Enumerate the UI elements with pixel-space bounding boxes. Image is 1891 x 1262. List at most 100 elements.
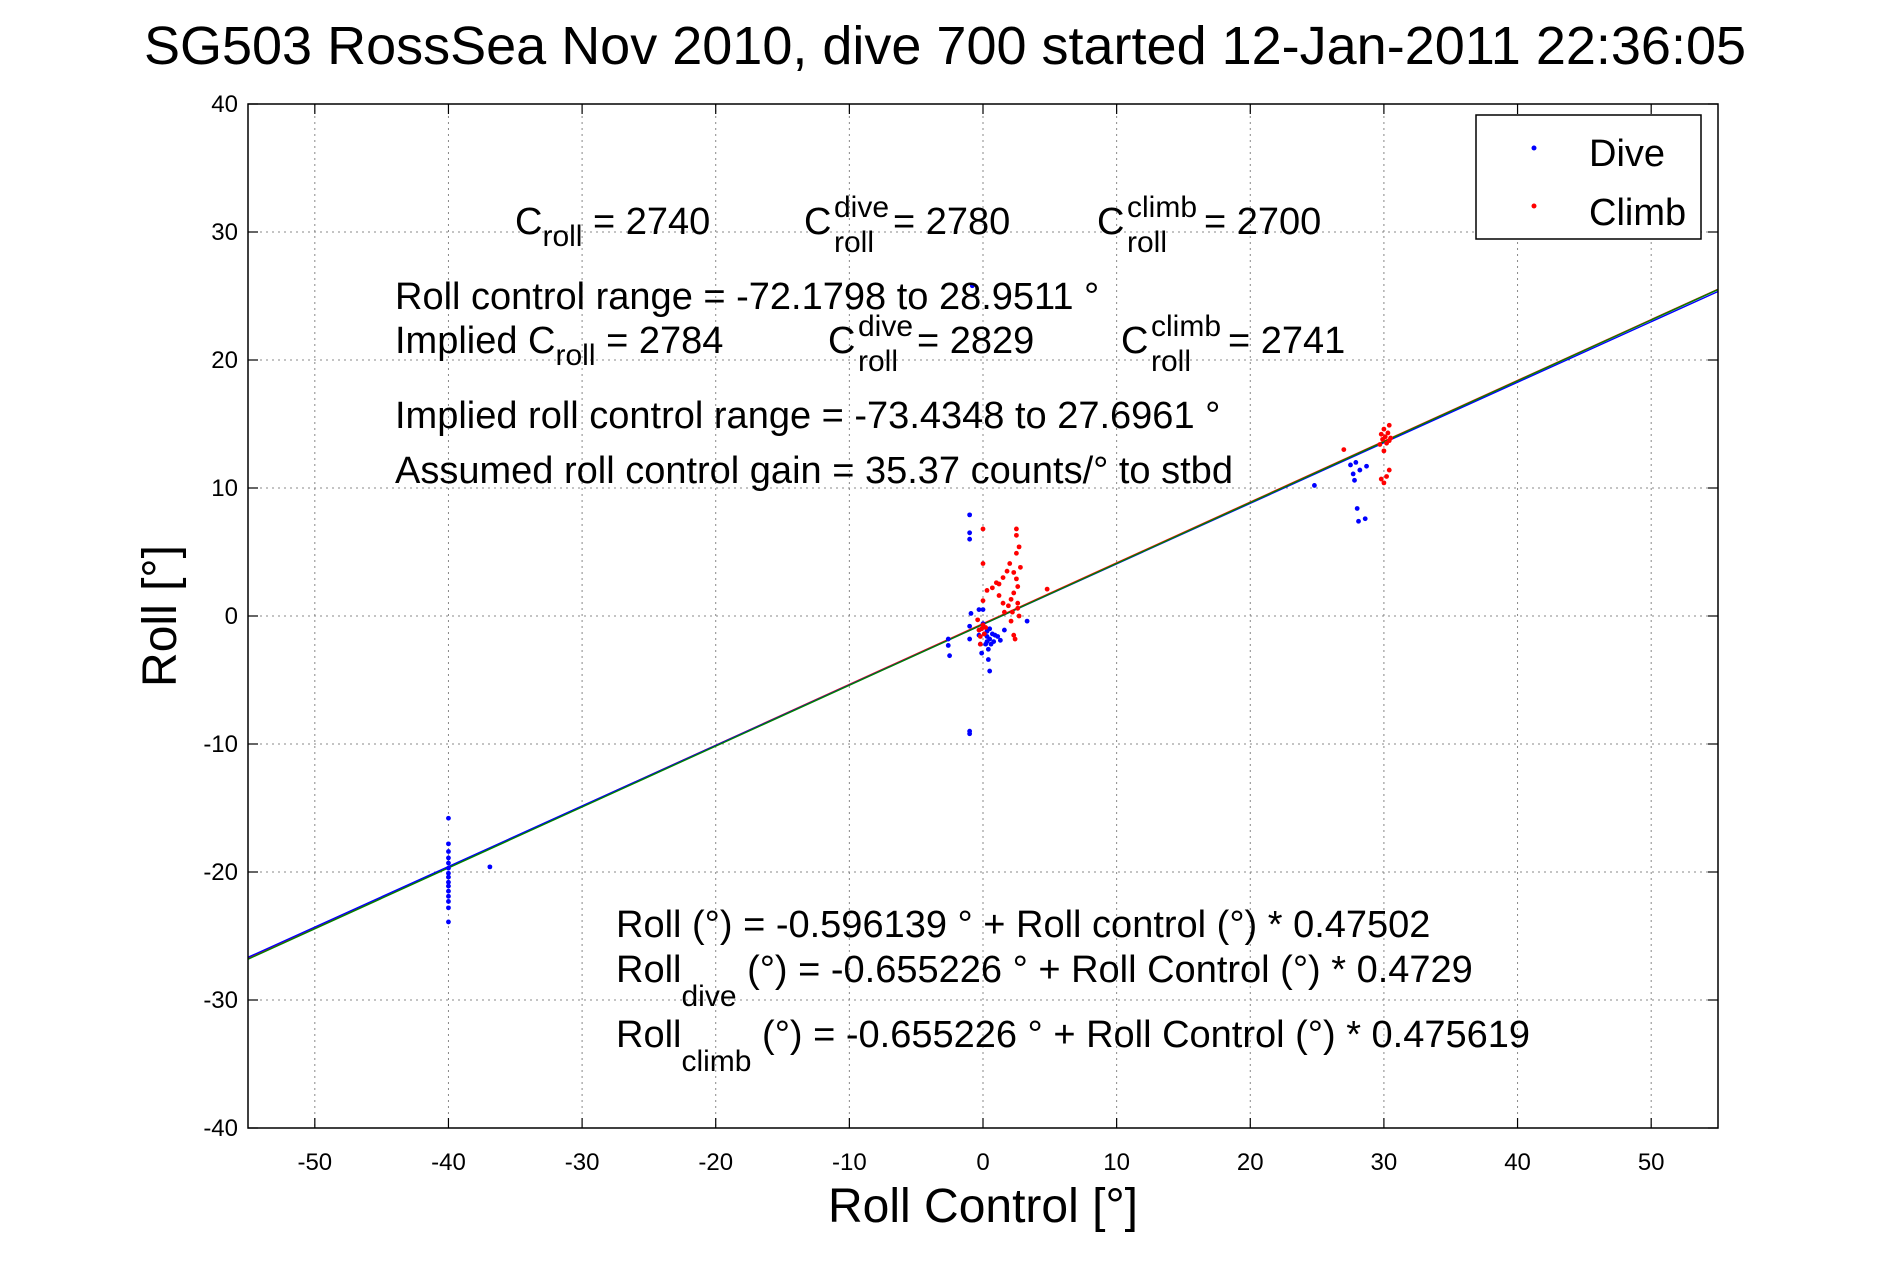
data-point-dive [991, 639, 997, 644]
annotation-roll-control-range: Roll control range = -72.1798 to 28.9511… [395, 276, 1099, 318]
annotation-c-roll-dive-sup: dive [834, 191, 889, 224]
data-point-dive [1312, 483, 1317, 488]
x-tick-label: 50 [1638, 1149, 1665, 1176]
data-point-climb [1015, 584, 1021, 589]
annotation-c-roll: Croll = 2740 [515, 201, 710, 253]
annotation-c-roll-climb-value: = 2700 [1204, 201, 1321, 243]
data-point-dive [446, 893, 451, 899]
annotation-implied-c-roll-dive-sub: roll [858, 345, 898, 378]
data-point-dive [487, 864, 493, 870]
y-tick-label: 0 [225, 603, 238, 630]
annotation-implied-c-roll-climb: C [1121, 320, 1148, 362]
data-point-dive [969, 283, 975, 289]
data-point-dive [446, 865, 451, 871]
annotation-c-roll-climb-sub: roll [1127, 226, 1167, 259]
x-tick-label: -10 [832, 1149, 867, 1176]
data-point-dive [446, 883, 451, 889]
data-point-climb [1008, 596, 1014, 602]
data-point-climb [1016, 613, 1022, 619]
axis-ticks: -50 -40 -30 -20 -10 0 10 20 30 40 50 -40 -30 -20 -10 0 1… [203, 91, 1718, 1176]
data-point-climb [1015, 605, 1021, 611]
annotation-implied-range: Implied roll control range = -73.4348 to… [395, 395, 1220, 437]
x-tick-label: -20 [698, 1149, 733, 1176]
data-point-climb [996, 593, 1002, 598]
data-point-dive [446, 879, 451, 885]
data-point-climb [981, 631, 987, 637]
data-point-climb [1005, 603, 1011, 609]
data-point-dive [945, 643, 951, 648]
data-point-climb [1010, 609, 1015, 615]
data-points [446, 283, 1393, 925]
data-point-dive [947, 653, 952, 659]
data-point-dive [1001, 627, 1007, 633]
data-point-dive [446, 849, 451, 854]
data-point-dive [446, 899, 451, 904]
data-point-dive [1356, 518, 1361, 524]
data-point-dive [446, 874, 451, 880]
annotation-c-roll-dive-sub: roll [834, 226, 874, 259]
annotation-implied-c-roll-dive-value: = 2829 [917, 320, 1034, 362]
data-point-dive [1362, 516, 1368, 522]
y-tick-label: -40 [203, 1115, 238, 1142]
y-tick-label: 30 [211, 219, 238, 246]
data-point-dive [968, 611, 974, 616]
data-point-dive [1350, 471, 1356, 477]
annotation-implied-c-roll-dive-sup: dive [858, 310, 913, 343]
chart-title: SG503 RossSea Nov 2010, dive 700 started… [144, 16, 1746, 76]
data-point-dive [985, 646, 991, 652]
data-point-dive [1364, 463, 1369, 469]
x-tick-label: -30 [565, 1149, 600, 1176]
annotation-c-roll-dive-value: = 2780 [893, 201, 1010, 243]
annotation-c-roll-dive: C [804, 201, 831, 243]
x-tick-label: 20 [1237, 1149, 1264, 1176]
annotation-fit-climb: Rollclimb (°) = -0.655226 ° + Roll Contr… [616, 1014, 1530, 1078]
annotation-assumed-gain: Assumed roll control gain = 35.37 counts… [395, 450, 1233, 492]
data-point-dive [1353, 460, 1359, 465]
data-point-climb [1341, 447, 1347, 452]
data-point-climb [1386, 422, 1392, 428]
x-tick-label: 10 [1103, 1149, 1130, 1176]
data-point-climb [1018, 564, 1023, 570]
legend-dive-label: Dive [1589, 133, 1665, 175]
data-point-climb [1014, 532, 1019, 538]
data-point-climb [1011, 590, 1017, 596]
data-point-climb [980, 561, 986, 566]
data-point-climb [1044, 586, 1050, 592]
annotation-fit-all: Roll (°) = -0.596139 ° + Roll control (°… [616, 904, 1430, 946]
data-point-climb [1381, 448, 1387, 454]
y-tick-label: -30 [203, 987, 238, 1014]
annotation-implied-c-roll-dive: C [828, 320, 855, 362]
x-tick-label: -40 [431, 1149, 466, 1176]
annotations: Croll = 2740 C dive roll = 2780 C climb … [395, 191, 1530, 1078]
y-tick-label: 20 [211, 347, 238, 374]
legend-climb-marker [1531, 203, 1537, 209]
x-tick-label: -50 [297, 1149, 332, 1176]
data-point-dive [1024, 618, 1030, 624]
data-point-dive [967, 731, 973, 737]
data-point-climb [975, 617, 981, 623]
data-point-dive [446, 815, 451, 821]
data-point-climb [1008, 618, 1014, 624]
data-point-dive [979, 650, 985, 656]
annotation-fit-dive: Rolldive (°) = -0.655226 ° + Roll Contro… [616, 949, 1473, 1013]
data-point-climb [979, 626, 985, 632]
data-point-dive [997, 637, 1003, 643]
annotation-implied-c-roll-climb-sub: roll [1151, 345, 1191, 378]
data-point-dive [967, 530, 973, 536]
data-point-dive [945, 636, 951, 642]
data-point-dive [987, 636, 993, 642]
data-point-dive [987, 668, 993, 674]
y-tick-label: 40 [211, 91, 238, 118]
data-point-climb [1000, 600, 1006, 606]
data-point-climb [1004, 568, 1010, 574]
data-point-dive [1352, 477, 1357, 483]
annotation-c-roll-climb: C [1097, 201, 1124, 243]
data-point-dive [980, 607, 986, 612]
data-point-dive [446, 860, 451, 866]
data-point-dive [446, 841, 451, 847]
data-point-dive [995, 634, 1001, 639]
annotation-c-roll-climb-sup: climb [1127, 191, 1197, 224]
data-point-climb [1011, 632, 1017, 638]
data-point-dive [1354, 506, 1360, 511]
